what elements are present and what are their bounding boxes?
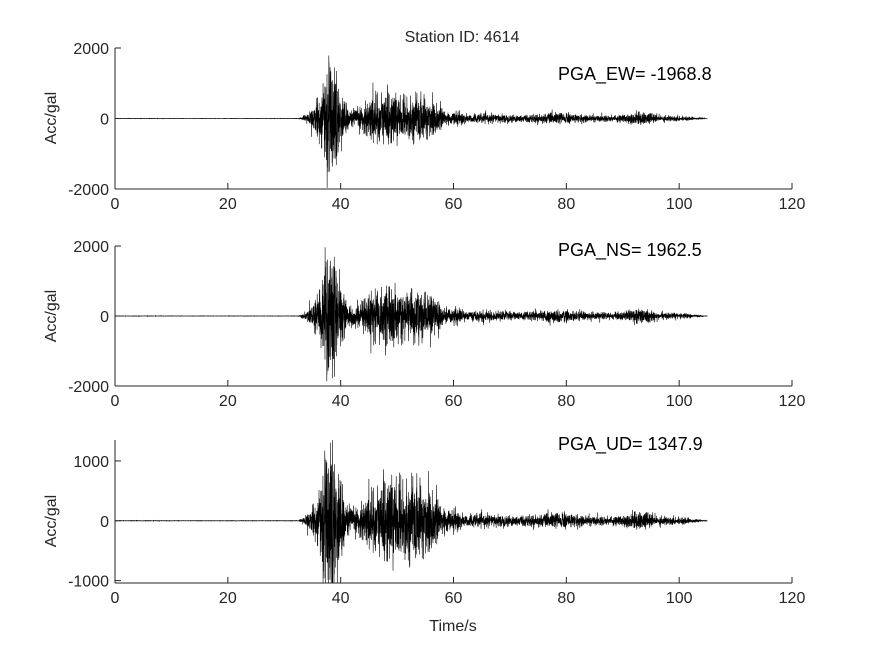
trace-ns bbox=[114, 247, 708, 382]
y-axis-label-ew: Acc/gal bbox=[43, 92, 60, 144]
y-tick-label: 1000 bbox=[73, 454, 109, 471]
x-tick-label: 0 bbox=[111, 393, 120, 410]
x-tick-label: 60 bbox=[445, 196, 463, 213]
y-tick-label: 2000 bbox=[73, 239, 109, 256]
y-axis-label-ud: Acc/gal bbox=[43, 495, 60, 547]
x-tick-label: 40 bbox=[332, 393, 350, 410]
x-tick-label: 80 bbox=[557, 393, 575, 410]
x-tick-label: 80 bbox=[557, 196, 575, 213]
x-tick-label: 20 bbox=[219, 590, 237, 607]
x-tick-label: 20 bbox=[219, 196, 237, 213]
pga-annotation-ud: PGA_UD= 1347.9 bbox=[558, 434, 703, 455]
x-tick-label: 0 bbox=[111, 196, 120, 213]
x-tick-label: 100 bbox=[666, 590, 693, 607]
pga-annotation-ew: PGA_EW= -1968.8 bbox=[558, 64, 712, 85]
subplot-ud: PGA_UD= 1347.9 Acc/gal Time/s 0 20 40 60 80 1… bbox=[43, 434, 805, 635]
y-tick-label: -2000 bbox=[68, 182, 109, 199]
subplot-ns: PGA_NS= 1962.5 Acc/gal 0 20 40 60 80 100 120 -2… bbox=[43, 239, 805, 410]
x-tick-label: 40 bbox=[332, 590, 350, 607]
y-tick-label: -2000 bbox=[68, 379, 109, 396]
x-tick-label: 100 bbox=[666, 196, 693, 213]
y-axis-label-ns: Acc/gal bbox=[43, 290, 60, 342]
pga-annotation-ns: PGA_NS= 1962.5 bbox=[558, 240, 702, 261]
x-tick-label: 100 bbox=[666, 393, 693, 410]
x-axis-label: Time/s bbox=[429, 618, 476, 635]
trace-ew bbox=[114, 55, 708, 188]
trace-ud bbox=[114, 440, 708, 584]
x-tick-label: 60 bbox=[445, 590, 463, 607]
subplot-ew: PGA_EW= -1968.8 Acc/gal 0 20 40 60 80 100 120 -… bbox=[43, 41, 805, 213]
y-tick-label: 0 bbox=[100, 112, 109, 129]
x-tick-label: 60 bbox=[445, 393, 463, 410]
x-tick-label: 120 bbox=[779, 196, 806, 213]
x-tick-label: 0 bbox=[111, 590, 120, 607]
y-tick-label: -1000 bbox=[68, 574, 109, 591]
x-tick-label: 40 bbox=[332, 196, 350, 213]
y-tick-label: 0 bbox=[100, 309, 109, 326]
x-tick-label: 20 bbox=[219, 393, 237, 410]
chart-title: Station ID: 4614 bbox=[405, 29, 520, 46]
x-tick-label: 120 bbox=[779, 393, 806, 410]
x-tick-label: 120 bbox=[779, 590, 806, 607]
y-tick-label: 2000 bbox=[73, 41, 109, 58]
x-tick-label: 80 bbox=[557, 590, 575, 607]
y-tick-label: 0 bbox=[100, 514, 109, 531]
